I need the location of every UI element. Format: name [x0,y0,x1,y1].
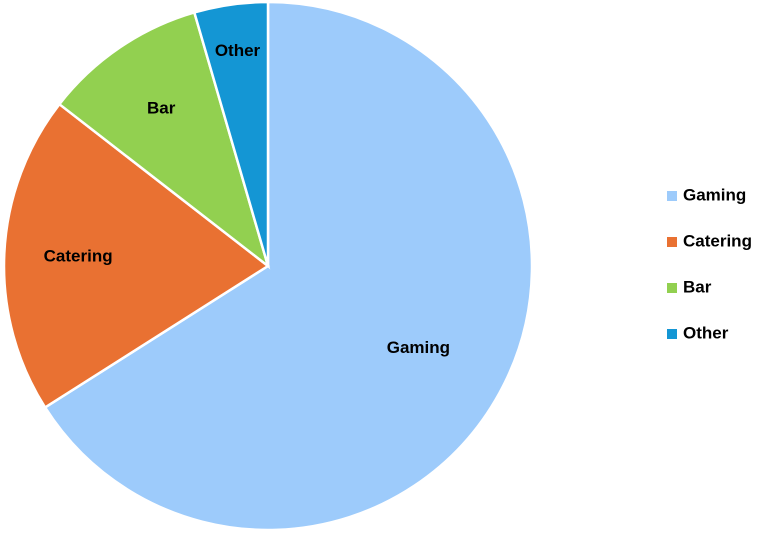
legend-swatch [667,283,677,293]
slice-label: Bar [147,98,176,117]
legend-label: Other [683,323,729,342]
pie-slice [43,0,534,532]
legend-label: Bar [683,277,712,296]
slice-label: Other [215,41,261,60]
legend-swatch [667,329,677,339]
slice-label: Catering [44,247,113,266]
pie-slice [192,0,270,267]
legend-swatch [667,191,677,201]
legend-label: Catering [683,231,752,250]
legend-label: Gaming [683,185,746,204]
slice-label: Gaming [387,338,450,357]
pie-slice [2,102,271,410]
legend-swatch [667,237,677,247]
pie-slice [57,10,271,270]
